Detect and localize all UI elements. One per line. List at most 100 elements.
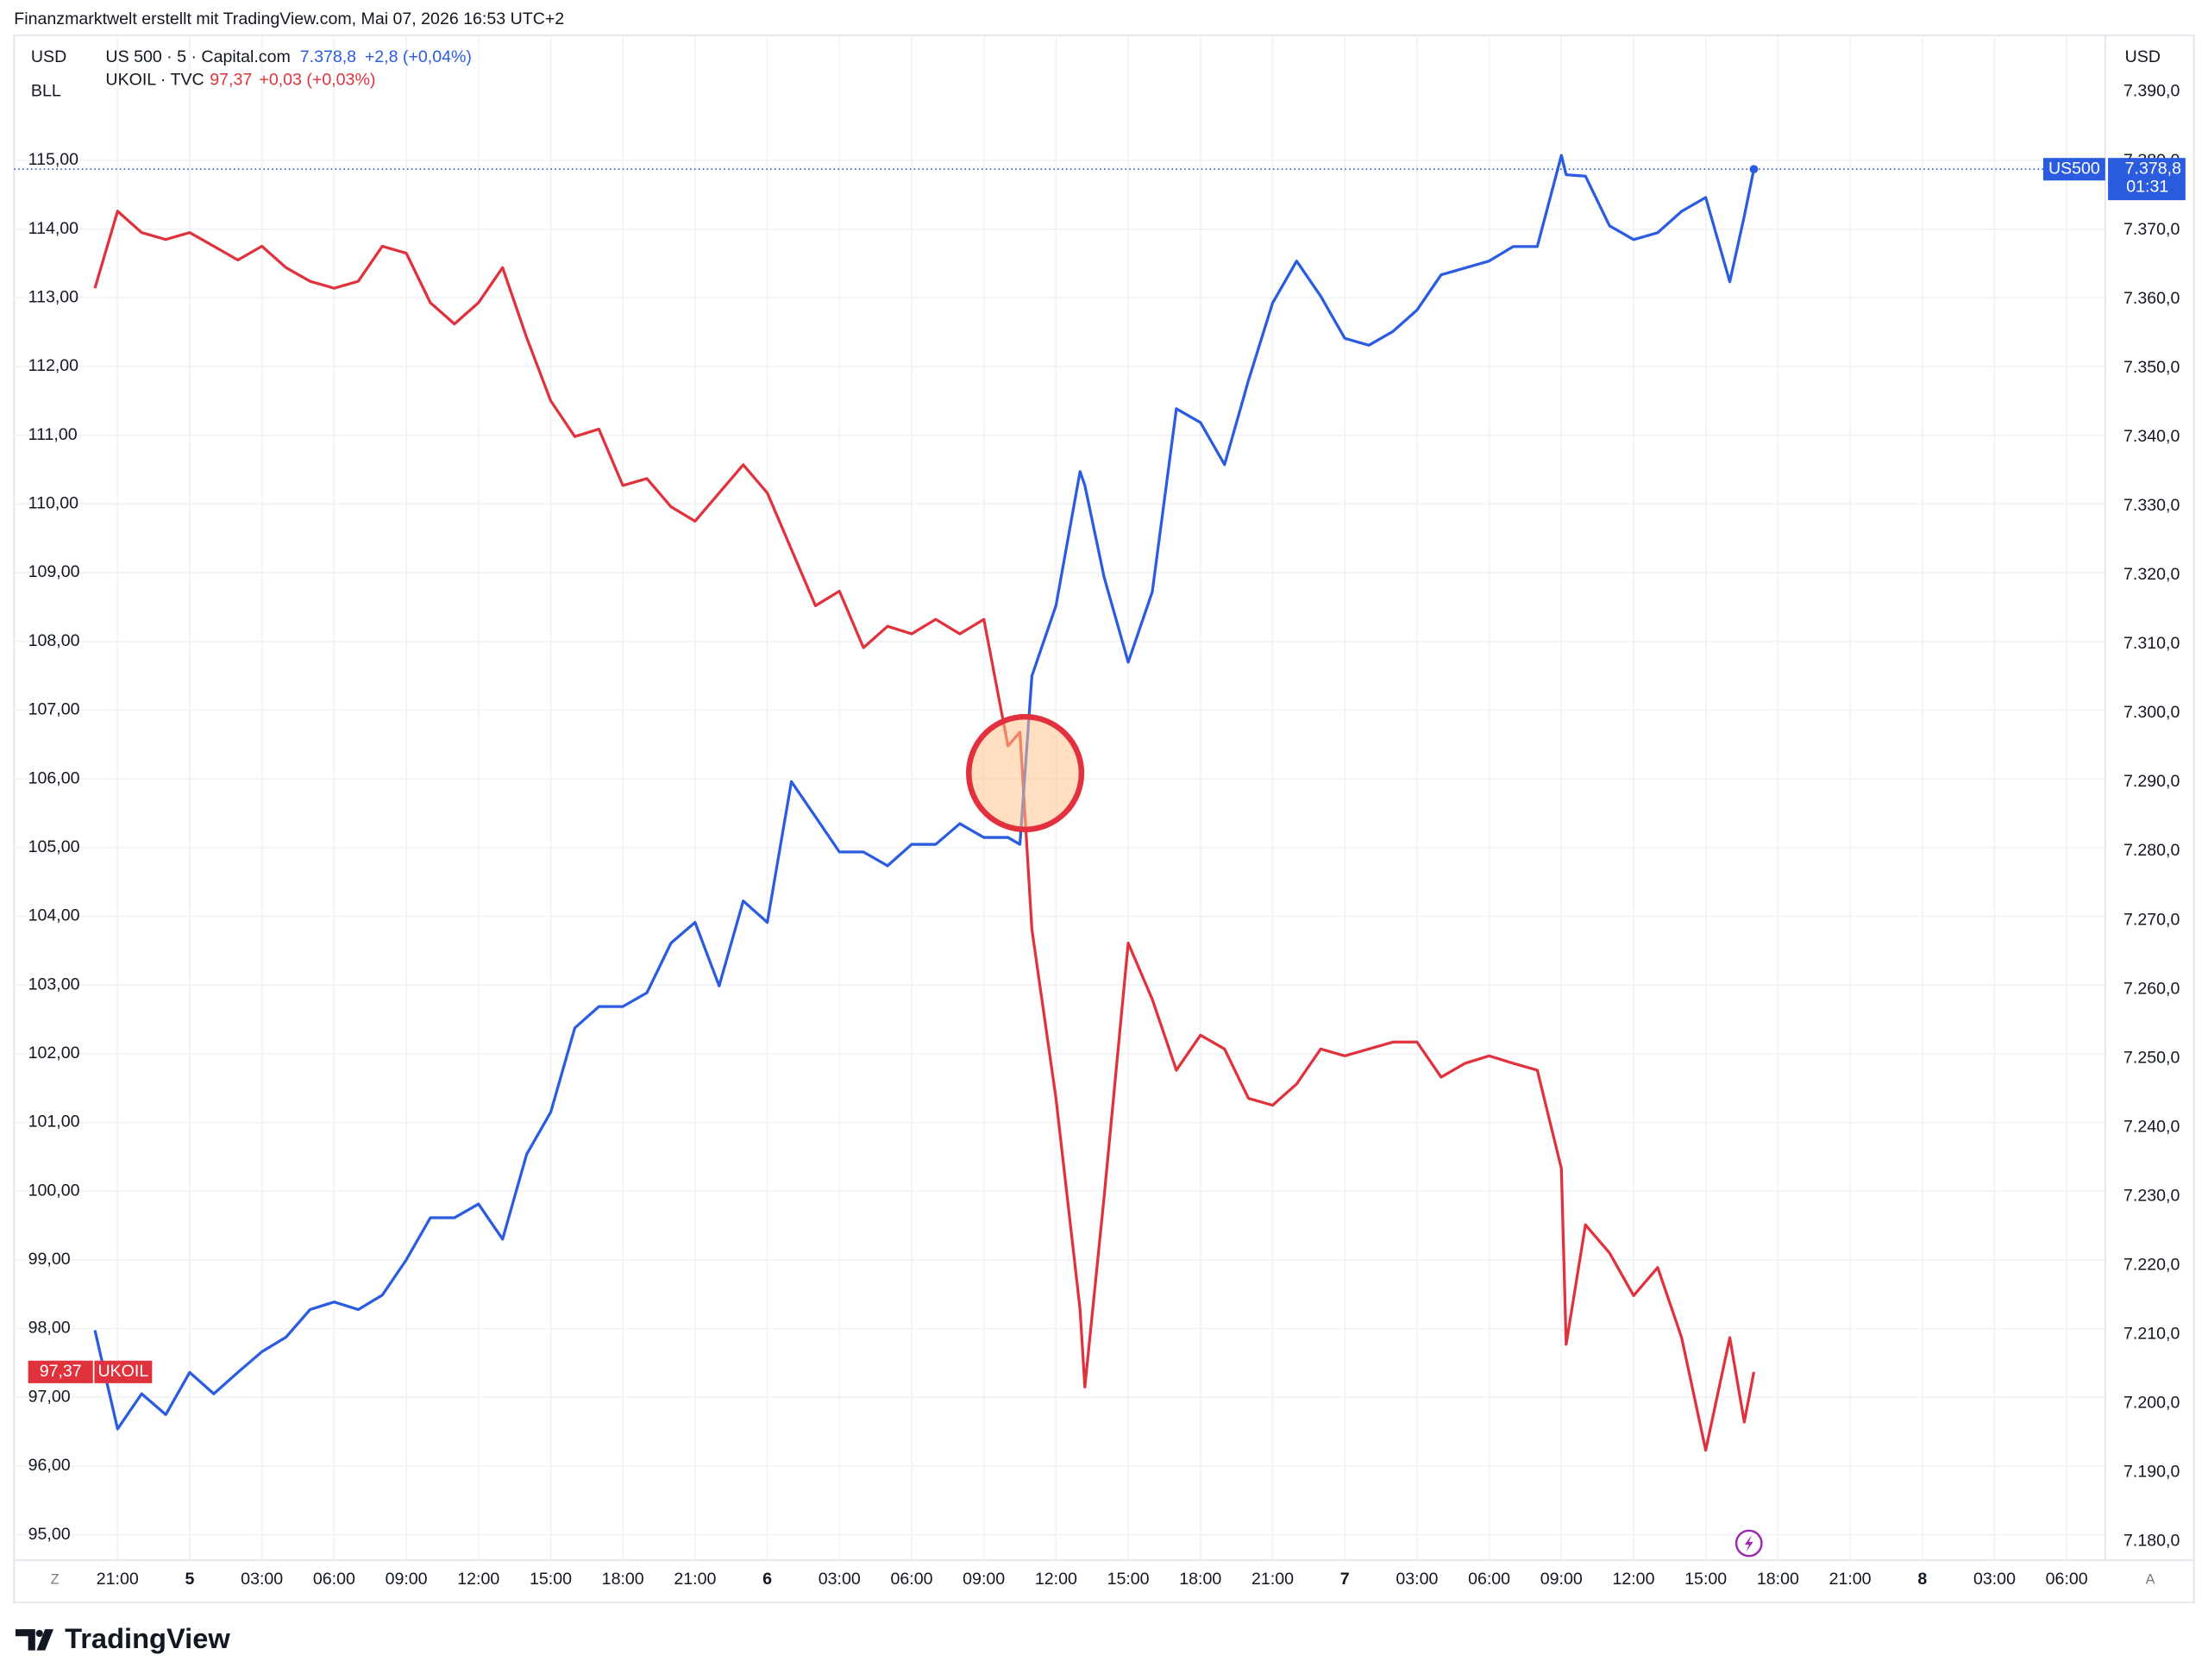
x-tick-label: 09:00: [963, 1570, 1005, 1589]
y2-tick-label: 7.320,0: [2123, 565, 2180, 584]
badge: [94, 1360, 153, 1383]
x-tick-label: 09:00: [1540, 1570, 1583, 1589]
x-tick-label: 15:00: [1684, 1570, 1727, 1589]
badge-label: UKOIL: [97, 1362, 148, 1381]
y-tick-label: 115,00: [28, 150, 79, 169]
x-tick-label: 15:00: [1107, 1570, 1150, 1589]
legend-last: 97,37: [210, 70, 252, 89]
chart-frame: [13, 34, 2195, 1603]
currency-box[interactable]: [19, 43, 73, 72]
x-tick-label: 8: [1917, 1570, 1927, 1589]
y2-tick-label: 7.300,0: [2123, 703, 2180, 722]
y-tick-label: 113,00: [28, 287, 79, 306]
y-tick-label: 107,00: [28, 700, 80, 719]
y-tick-label: 98,00: [28, 1319, 71, 1338]
y2-tick-label: 7.370,0: [2123, 220, 2180, 239]
y-tick-label: 110,00: [28, 494, 79, 513]
y-tick-label: 104,00: [28, 906, 80, 925]
x-tick-label: 15:00: [530, 1570, 572, 1589]
y-tick-label: 101,00: [28, 1113, 80, 1131]
x-tick-label: 06:00: [890, 1570, 932, 1589]
overlay: 21:00 5 03:00 06:00 09:00 12:00 15:00 18:00 21:0…: [14, 82, 2186, 1589]
price-badge-value: 7.378,8: [2125, 159, 2181, 178]
x-tick-label: 09:00: [386, 1570, 428, 1589]
y-tick-label: 111,00: [28, 425, 78, 444]
y2-tick-label: 7.220,0: [2123, 1255, 2180, 1274]
corner-button[interactable]: A: [2146, 1571, 2155, 1587]
y-unit[interactable]: BLL: [31, 81, 61, 100]
x-tick-label: 06:00: [2046, 1570, 2088, 1589]
logo-mark: [15, 1629, 54, 1651]
x-tick-label: 21:00: [1829, 1570, 1872, 1589]
x-tick-label: 12:00: [1035, 1570, 1077, 1589]
x-tick-label: 03:00: [1973, 1570, 2016, 1589]
y2-tick-label: 7.250,0: [2123, 1048, 2180, 1067]
y2-tick-label: 7.290,0: [2123, 772, 2180, 791]
legend-change: +2,8 (+0,04%): [365, 47, 472, 66]
price-badge-value: 97,37: [40, 1362, 82, 1381]
event-icon-bolt: [1744, 1534, 1753, 1552]
y-currency[interactable]: USD: [31, 47, 66, 66]
y2-tick-label: 7.330,0: [2123, 496, 2180, 515]
y-tick-label: 97,00: [28, 1387, 71, 1406]
branding: TradingView: [65, 1622, 230, 1654]
legend-last: 7.378,8: [300, 47, 356, 66]
y2-tick-label: 7.200,0: [2123, 1394, 2180, 1413]
y-tick-label: 96,00: [28, 1456, 71, 1475]
logo-dot: [35, 1629, 43, 1638]
badge-label: US500: [2048, 159, 2100, 178]
y2-tick-label: 7.340,0: [2123, 427, 2180, 446]
highlight-circle: [966, 713, 1085, 833]
y2-tick-label: 7.270,0: [2123, 910, 2180, 929]
x-tick-label: 12:00: [1612, 1570, 1654, 1589]
x-tick-label: 7: [1340, 1570, 1350, 1589]
x-tick-label: 5: [185, 1570, 195, 1589]
y2-tick-label: 7.310,0: [2123, 634, 2180, 653]
y-tick-label: 103,00: [28, 975, 80, 994]
x-tick-label: 18:00: [1179, 1570, 1221, 1589]
legend-change: +0,03 (+0,03%): [259, 70, 375, 89]
y-tick-label: 106,00: [28, 768, 80, 787]
y-tick-label: 112,00: [28, 356, 79, 375]
x-tick-label: 06:00: [313, 1570, 355, 1589]
y-tick-label: 102,00: [28, 1044, 80, 1063]
x-tick-label: 18:00: [1757, 1570, 1799, 1589]
x-tick-label: 03:00: [819, 1570, 861, 1589]
x-tick-label: 03:00: [1396, 1570, 1438, 1589]
legend-name[interactable]: US 500 · 5 · Capital.com: [105, 47, 290, 66]
series-line: [93, 154, 1756, 1431]
price-badge-countdown: 01:31: [2126, 178, 2168, 197]
x-tick-label: 18:00: [602, 1570, 644, 1589]
plot: [93, 154, 1756, 1452]
x-tick-label: 06:00: [1468, 1570, 1510, 1589]
y2-tick-label: 7.360,0: [2123, 289, 2180, 308]
y2-tick-label: 7.390,0: [2123, 82, 2180, 101]
header: Finanzmarktwelt erstellt mit TradingView…: [14, 9, 564, 28]
y2-tick-label: 7.180,0: [2123, 1532, 2180, 1551]
y-tick-label: 99,00: [28, 1250, 71, 1269]
y-tick-label: 105,00: [28, 837, 80, 856]
corner-button[interactable]: Z: [51, 1571, 60, 1587]
y-tick-label: 100,00: [28, 1181, 80, 1200]
x-tick-label: 03:00: [241, 1570, 283, 1589]
y-tick-label: 114,00: [28, 219, 79, 238]
y-tick-label: 108,00: [28, 631, 80, 650]
y2-tick-label: 7.280,0: [2123, 841, 2180, 860]
y2-tick-label: 7.210,0: [2123, 1325, 2180, 1344]
y2-tick-label: 7.350,0: [2123, 358, 2180, 377]
y2-tick-label: 7.230,0: [2123, 1186, 2180, 1205]
price-badge: [28, 1360, 93, 1383]
x-tick-label: 21:00: [674, 1570, 716, 1589]
y-tick-label: 109,00: [28, 562, 80, 581]
y2-tick-label: 7.260,0: [2123, 979, 2180, 998]
legend-name[interactable]: UKOIL · TVC: [105, 70, 204, 89]
y2-tick-label: 7.190,0: [2123, 1463, 2180, 1482]
x-tick-label: 12:00: [457, 1570, 499, 1589]
series-line: [93, 210, 1756, 1452]
x-tick-label: 6: [762, 1570, 772, 1589]
y2-currency[interactable]: USD: [2125, 47, 2161, 66]
price-badge: [2108, 158, 2186, 201]
